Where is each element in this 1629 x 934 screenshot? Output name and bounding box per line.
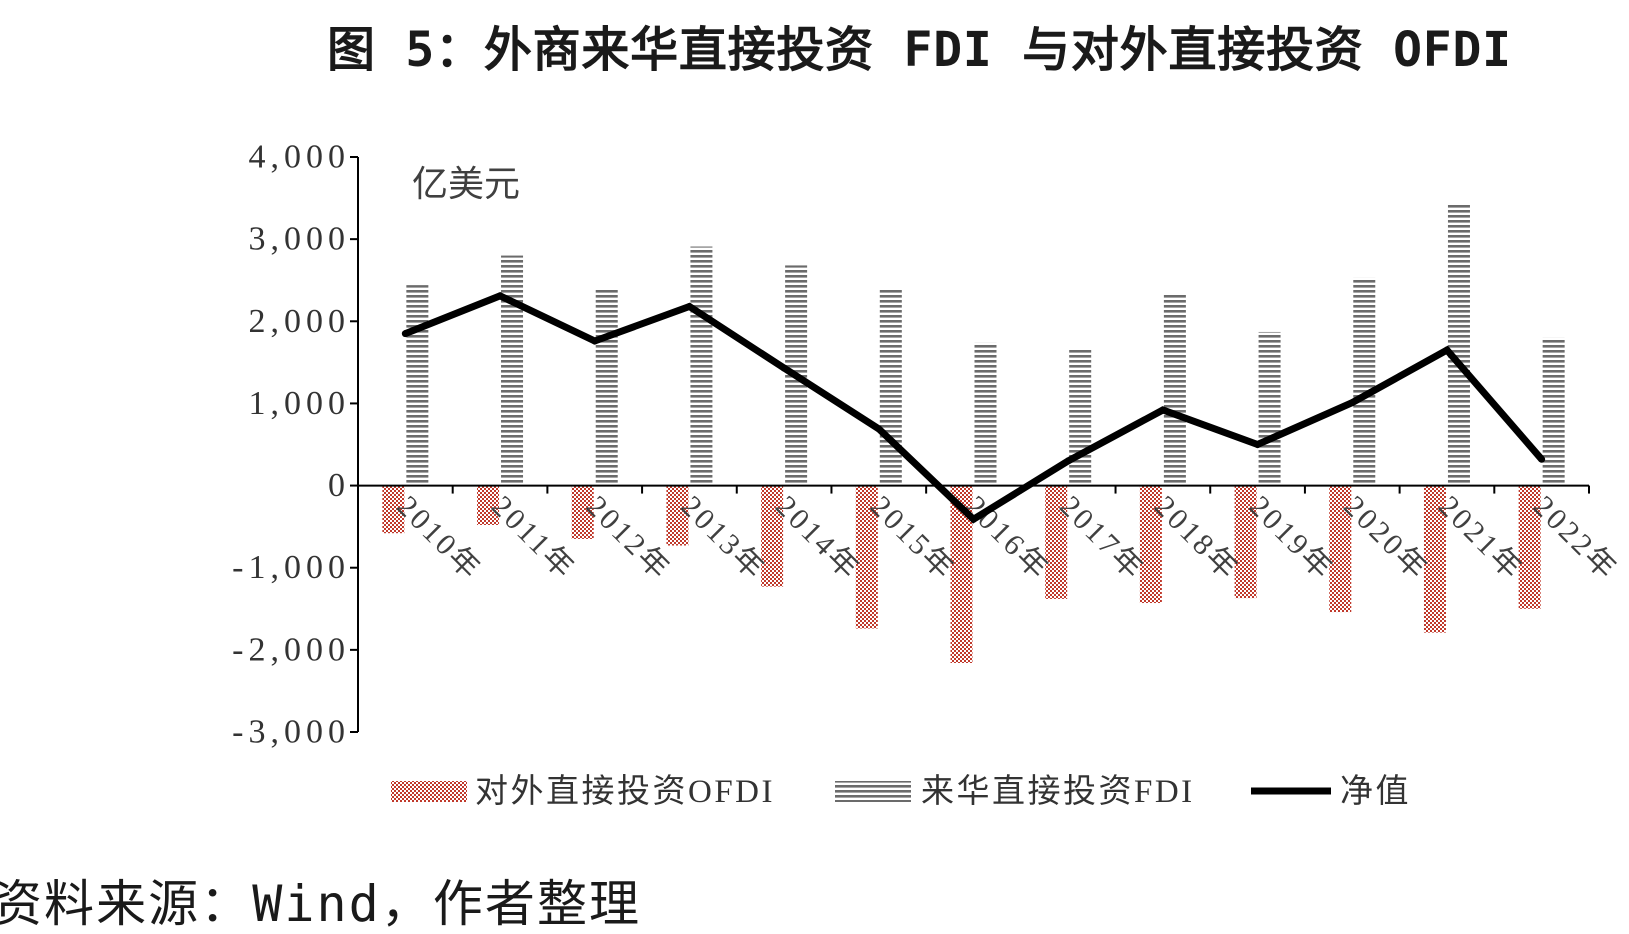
net-value-point — [875, 425, 883, 433]
x-tick-label: 2016年 — [959, 490, 1057, 588]
y-tick-label: 4,000 — [249, 139, 351, 176]
fdi-bar — [595, 288, 618, 486]
net-value-point — [401, 330, 409, 338]
y-tick-label: 0 — [328, 467, 350, 504]
legend-swatch-fdi — [835, 781, 911, 802]
x-tick-label: 2014年 — [769, 490, 867, 588]
fdi-bar — [1447, 203, 1470, 486]
x-tick-label: 2017年 — [1053, 490, 1151, 588]
fdi-bar — [406, 285, 429, 486]
legend-label-ofdi: 对外直接投资OFDI — [475, 773, 775, 810]
ofdi-bar — [1139, 485, 1162, 604]
net-value-point — [1159, 406, 1167, 414]
ofdi-bar — [1423, 485, 1446, 633]
x-tick-label: 2013年 — [674, 490, 772, 588]
legend-swatch-ofdi — [391, 781, 467, 802]
x-tick-label: 2010年 — [390, 490, 488, 588]
y-tick-label: 2,000 — [249, 303, 351, 340]
ofdi-bar — [382, 485, 405, 534]
y-tick-label: -3,000 — [232, 714, 350, 751]
fdi-bar — [1163, 295, 1186, 486]
net-value-point — [1348, 399, 1356, 407]
y-tick-label: -2,000 — [232, 631, 350, 668]
chart-title: 图 5：外商来华直接投资 FDI 与对外直接投资 OFDI — [327, 22, 1511, 78]
net-value-point — [591, 337, 599, 345]
net-value-point — [1538, 455, 1546, 463]
legend-label-net: 净值 — [1340, 773, 1411, 810]
fdi-bar — [501, 255, 524, 486]
unit-label: 亿美元 — [412, 164, 520, 205]
net-value-point — [1064, 457, 1072, 465]
ofdi-bar — [761, 485, 784, 587]
fdi-bar-series — [406, 203, 1565, 486]
net-value-point — [970, 515, 977, 523]
fdi-bar — [1542, 337, 1565, 486]
y-tick-labels: 4,000 3,000 2,000 1,000 0 -1,000 -2,000 -3,000 — [232, 139, 351, 751]
x-tick-label: 2021年 — [1432, 490, 1530, 588]
ofdi-bar — [666, 485, 689, 546]
legend-item-net: 净值 — [1251, 773, 1411, 810]
fdi-bar — [879, 288, 902, 486]
x-tick-label: 2015年 — [864, 490, 962, 588]
fdi-bar — [1069, 349, 1092, 486]
ofdi-bar — [1045, 485, 1068, 599]
ofdi-bar — [855, 485, 878, 629]
source-note: 资料来源：Wind，作者整理 — [0, 875, 639, 933]
ofdi-bar-series — [382, 485, 1541, 663]
ofdi-bar — [1329, 485, 1352, 613]
y-tick-label: 1,000 — [249, 385, 351, 422]
x-tick-label: 2018年 — [1148, 490, 1246, 588]
fdi-bar — [690, 246, 713, 486]
x-tick-label: 2022年 — [1527, 490, 1625, 588]
ofdi-bar — [571, 485, 594, 539]
net-value-series — [401, 292, 1546, 524]
x-tick-label: 2011年 — [485, 490, 582, 587]
ofdi-bar — [950, 485, 973, 663]
x-tick-label: 2012年 — [580, 490, 678, 588]
legend: 对外直接投资OFDI 来华直接投资FDI 净值 — [391, 773, 1411, 810]
fdi-bar — [1353, 277, 1376, 486]
net-value-point — [780, 364, 788, 372]
net-value-point — [685, 303, 693, 310]
legend-label-fdi: 来华直接投资FDI — [921, 773, 1195, 810]
y-tick-label: -1,000 — [232, 549, 350, 586]
legend-item-ofdi: 对外直接投资OFDI — [391, 773, 775, 810]
bar-series-group — [382, 203, 1565, 663]
net-value-point — [1254, 441, 1262, 448]
net-value-point — [496, 292, 504, 300]
y-tick-label: 3,000 — [249, 221, 351, 258]
legend-item-fdi: 来华直接投资FDI — [835, 773, 1195, 810]
fdi-bar — [974, 342, 997, 486]
ofdi-bar — [477, 485, 500, 525]
ofdi-bar — [1234, 485, 1257, 599]
fdi-bar — [1258, 331, 1281, 486]
axes-group — [350, 156, 1590, 733]
x-tick-label: 2020年 — [1337, 490, 1435, 588]
net-value-point — [1443, 346, 1451, 354]
x-tick-label: 2019年 — [1243, 490, 1341, 588]
ofdi-bar — [1518, 485, 1541, 609]
